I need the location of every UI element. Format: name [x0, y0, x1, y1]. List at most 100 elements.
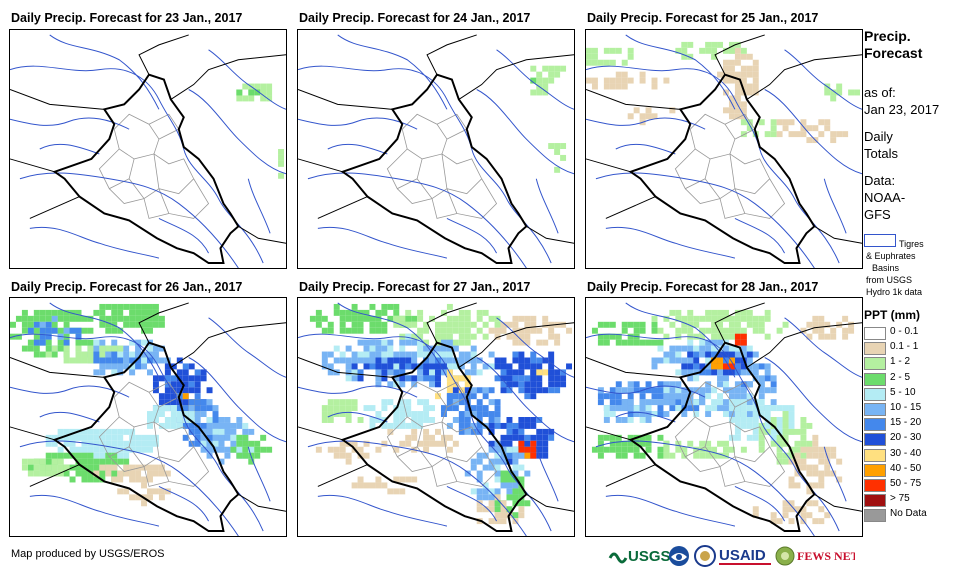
- precip-cell: [260, 83, 267, 90]
- precip-cell: [111, 351, 118, 358]
- precip-cell: [105, 363, 112, 370]
- precip-cell: [242, 434, 249, 441]
- precip-cell: [387, 345, 394, 352]
- precip-cell: [105, 458, 112, 465]
- precip-cell: [476, 369, 483, 376]
- precip-cell: [645, 113, 652, 120]
- precip-cell: [440, 321, 447, 328]
- precip-cell: [200, 446, 207, 453]
- precip-cell: [194, 369, 201, 376]
- precip-cell: [387, 315, 394, 322]
- precip-cell: [800, 327, 807, 334]
- precip-cell: [33, 327, 40, 334]
- precip-cell: [542, 357, 549, 364]
- neighbor-boundaries: [10, 302, 286, 512]
- precip-cell: [147, 470, 153, 477]
- precip-cell: [669, 381, 676, 388]
- precip-cell: [111, 434, 118, 441]
- precip-cell: [266, 446, 273, 453]
- precip-cell: [417, 345, 424, 352]
- precip-cell: [554, 333, 561, 340]
- precip-cell: [597, 339, 604, 346]
- precip-cell: [369, 339, 376, 346]
- precip-cell: [746, 351, 753, 358]
- precip-cell: [141, 363, 148, 370]
- precip-cell: [494, 458, 501, 465]
- precip-cell: [536, 89, 543, 96]
- precip-cell: [278, 160, 285, 167]
- precip-cell: [530, 321, 537, 328]
- precip-cell: [63, 464, 70, 471]
- precip-cell: [57, 339, 64, 346]
- precip-cell: [375, 351, 382, 358]
- precip-cell: [530, 452, 537, 459]
- precip-cell: [717, 327, 724, 334]
- precip-cell: [494, 488, 501, 495]
- precip-cell: [345, 399, 352, 406]
- precip-cell: [717, 399, 724, 406]
- precip-cell: [830, 333, 837, 340]
- legend-daily-totals: Daily Totals: [864, 128, 898, 162]
- precip-cell: [639, 77, 646, 84]
- precip-cell: [51, 440, 58, 447]
- precip-cell: [224, 452, 231, 459]
- precip-cell: [99, 446, 106, 453]
- precip-cell: [339, 309, 346, 316]
- precip-cell: [554, 149, 561, 155]
- precip-cell: [746, 315, 753, 322]
- precip-cell: [746, 125, 753, 132]
- precip-cell: [339, 405, 346, 412]
- precip-cell: [230, 428, 237, 435]
- precip-cell: [369, 405, 376, 412]
- precip-cell: [405, 422, 412, 429]
- precip-cell: [506, 321, 513, 328]
- precip-cell: [93, 428, 100, 435]
- precip-cell: [675, 309, 682, 316]
- precip-cell: [105, 470, 112, 477]
- precip-cell: [387, 351, 394, 358]
- precip-cell: [405, 375, 412, 382]
- fewsnet-logo: FEWS NET: [775, 544, 855, 568]
- precip-cell: [381, 303, 388, 310]
- precip-cell: [627, 339, 634, 346]
- ppt-swatch: [864, 357, 886, 371]
- precip-cell: [446, 363, 453, 370]
- precip-cell: [758, 428, 765, 435]
- legend-daily-line1: Daily: [864, 129, 893, 144]
- precip-cell: [740, 47, 747, 54]
- precip-cell: [518, 333, 525, 340]
- precip-cell: [818, 518, 825, 525]
- precip-cell: [794, 482, 801, 489]
- precip-cell: [230, 422, 237, 429]
- precip-cell: [446, 327, 453, 334]
- precip-cell: [560, 369, 567, 376]
- precip-cell: [87, 357, 94, 364]
- precip-cell: [218, 440, 225, 447]
- precip-cell: [651, 357, 658, 364]
- precip-cell: [212, 440, 219, 447]
- precip-cell: [33, 309, 40, 316]
- precip-cell: [176, 405, 183, 412]
- precip-cell: [470, 393, 477, 400]
- precip-cell: [536, 381, 543, 388]
- province-boundaries: [386, 113, 498, 219]
- precip-cell: [824, 446, 831, 453]
- precip-cell: [200, 440, 207, 447]
- precip-cell: [746, 89, 753, 96]
- precip-cell: [242, 446, 249, 453]
- precip-cell: [675, 327, 682, 334]
- neighbor-boundaries: [10, 34, 286, 244]
- precip-cell: [440, 339, 447, 346]
- precip-cell: [591, 47, 598, 54]
- province-boundaries: [674, 381, 786, 487]
- precip-cell: [770, 417, 777, 423]
- precip-cell: [705, 47, 712, 54]
- precip-cell: [734, 428, 741, 435]
- precip-cell: [170, 375, 177, 382]
- precip-cell: [357, 315, 364, 322]
- map-panel-4: [9, 297, 287, 537]
- precip-cell: [435, 381, 441, 388]
- precip-cell: [111, 321, 118, 328]
- precip-cell: [506, 375, 513, 382]
- precip-cell: [711, 405, 718, 412]
